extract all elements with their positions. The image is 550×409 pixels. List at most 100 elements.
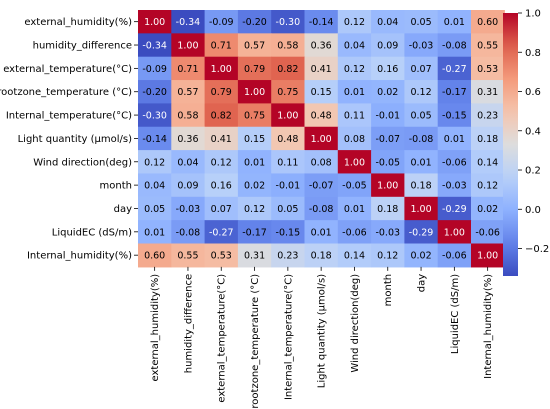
cell-value-label: 0.02 bbox=[377, 87, 398, 98]
heatmap-cell bbox=[437, 56, 472, 81]
column-label: month bbox=[383, 274, 394, 306]
heatmap-cell bbox=[437, 196, 472, 221]
heatmap-cell bbox=[471, 173, 505, 198]
heatmap-cell bbox=[237, 126, 272, 151]
heatmap-cell bbox=[204, 196, 239, 221]
heatmap-cell bbox=[237, 10, 272, 34]
row-labels: external_humidity(%) humidity_differencee… bbox=[0, 17, 138, 262]
cell-value-label: -0.15 bbox=[276, 227, 301, 238]
heatmap-cell bbox=[404, 243, 439, 268]
heatmap-cell bbox=[271, 150, 306, 175]
cell-value-label: 0.18 bbox=[477, 134, 498, 145]
row-label: Wind direction(deg) bbox=[33, 157, 132, 168]
cell-value-label: -0.27 bbox=[442, 64, 467, 75]
row-label: Light quantity (μmol/s) bbox=[18, 134, 132, 145]
heatmap-cell bbox=[271, 243, 306, 268]
heatmap-cell bbox=[171, 173, 206, 198]
cell-value-label: -0.08 bbox=[309, 204, 334, 215]
cell-value-label: -0.27 bbox=[209, 227, 234, 238]
column-label: Internal_humidity(%) bbox=[483, 274, 494, 379]
cell-value-label: 0.12 bbox=[244, 204, 265, 215]
cell-value-label: 0.07 bbox=[211, 204, 232, 215]
cell-value-label: 1.00 bbox=[477, 251, 498, 262]
heatmap-cell bbox=[171, 126, 206, 151]
colorbar-tick-label: 1.0 bbox=[525, 9, 541, 20]
cell-value-label: 0.12 bbox=[211, 157, 232, 168]
cell-value-label: -0.29 bbox=[409, 227, 434, 238]
heatmap-cell bbox=[337, 33, 372, 58]
cell-value-label: 0.05 bbox=[277, 204, 298, 215]
cell-value-label: 0.41 bbox=[311, 64, 332, 75]
heatmap-cell bbox=[371, 220, 405, 245]
heatmap-cell bbox=[371, 56, 405, 81]
cell-value-label: 0.05 bbox=[410, 17, 431, 28]
cell-value-label: -0.08 bbox=[409, 134, 434, 145]
heatmap-cell bbox=[204, 243, 239, 268]
row-label: LiquidEC (dS/m) bbox=[52, 227, 132, 238]
colorbar: 1.0 0.8 0.6 0.4 0.2 0.0 −0.2 bbox=[503, 9, 549, 276]
heatmap-cell bbox=[237, 33, 272, 58]
row-label: external_humidity(%) bbox=[24, 17, 132, 28]
heatmap-cell bbox=[437, 126, 472, 151]
cell-value-label: -0.01 bbox=[276, 181, 301, 192]
heatmap-cell bbox=[271, 80, 306, 104]
heatmap-cell bbox=[337, 173, 372, 198]
heatmap-cell bbox=[237, 56, 272, 81]
column-labels: external_humidity(%) humidity_difference e… bbox=[150, 266, 494, 409]
cell-value-label: 0.11 bbox=[277, 157, 298, 168]
heatmap-cell bbox=[304, 33, 339, 58]
cell-value-label: 0.08 bbox=[311, 157, 332, 168]
heatmap-cell bbox=[237, 196, 272, 221]
heatmap-cell bbox=[471, 126, 505, 151]
cell-value-label: 0.31 bbox=[477, 87, 498, 98]
colorbar-gradient bbox=[503, 13, 518, 276]
heatmap-cell bbox=[204, 10, 239, 34]
cell-value-label: -0.20 bbox=[242, 17, 267, 28]
row-label: external_temperature(°C) bbox=[3, 64, 132, 75]
cell-value-label: -0.29 bbox=[442, 204, 467, 215]
heatmap-cell bbox=[471, 103, 505, 128]
heatmap-cell bbox=[171, 33, 206, 58]
heatmap-cell bbox=[171, 150, 206, 175]
cell-value-label: -0.03 bbox=[176, 204, 201, 215]
cell-value-label: 0.01 bbox=[410, 157, 431, 168]
heatmap-cell bbox=[371, 196, 405, 221]
heatmap-cell bbox=[237, 103, 272, 128]
cell-value-label: 0.79 bbox=[211, 87, 232, 98]
cell-value-label: 0.01 bbox=[444, 134, 465, 145]
heatmap-cell bbox=[404, 80, 439, 104]
heatmap-cell bbox=[304, 196, 339, 221]
heatmap-cell bbox=[371, 173, 405, 198]
heatmap-cell bbox=[404, 56, 439, 81]
heatmap-cell bbox=[271, 56, 306, 81]
heatmap-cell bbox=[471, 150, 505, 175]
column-label: external_humidity(%) bbox=[150, 274, 161, 382]
heatmap-cell bbox=[271, 10, 306, 34]
heatmap-cell bbox=[171, 196, 206, 221]
heatmap-cell bbox=[337, 10, 372, 34]
cell-value-label: 0.57 bbox=[177, 87, 198, 98]
row-label: Internal_temperature(°C) bbox=[6, 111, 132, 122]
heatmap-cell bbox=[337, 150, 372, 175]
cell-value-label: -0.08 bbox=[176, 227, 201, 238]
cell-value-label: 0.12 bbox=[344, 17, 365, 28]
cell-value-label: -0.06 bbox=[475, 227, 500, 238]
heatmap-cell bbox=[471, 33, 505, 58]
cell-value-label: 0.48 bbox=[311, 111, 332, 122]
cell-value-label: -0.30 bbox=[276, 17, 301, 28]
heatmap-cell bbox=[404, 33, 439, 58]
heatmap-cell bbox=[304, 56, 339, 81]
cell-value-label: -0.06 bbox=[442, 157, 467, 168]
cell-value-label: 0.15 bbox=[244, 134, 265, 145]
heatmap-cell bbox=[371, 10, 405, 34]
heatmap-cell bbox=[271, 33, 306, 58]
heatmap-cell bbox=[171, 243, 206, 268]
heatmap-cell bbox=[271, 220, 306, 245]
column-label: external_temperature(°C) bbox=[217, 274, 228, 403]
colorbar-tick-label: 0.6 bbox=[525, 87, 541, 98]
heatmap-cell bbox=[371, 103, 405, 128]
cell-value-label: 0.12 bbox=[410, 87, 431, 98]
cell-value-label: 0.04 bbox=[177, 157, 198, 168]
cell-value-label: 0.11 bbox=[344, 111, 365, 122]
cell-value-label: 0.75 bbox=[277, 87, 298, 98]
